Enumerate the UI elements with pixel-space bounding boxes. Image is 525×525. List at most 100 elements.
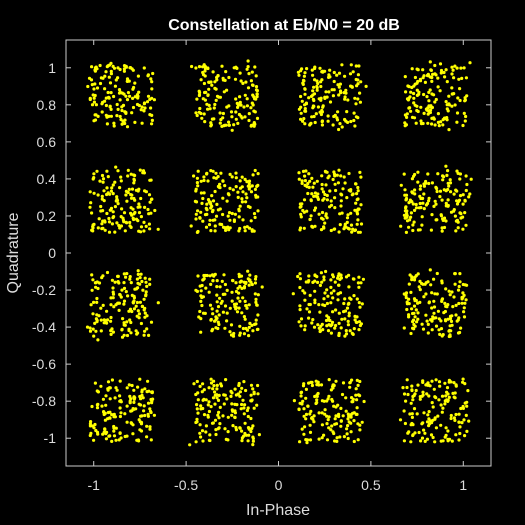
constellation-point [103, 87, 107, 91]
constellation-point [117, 88, 122, 92]
constellation-point [131, 432, 135, 436]
constellation-point [341, 187, 345, 191]
constellation-point [139, 422, 144, 426]
constellation-point [440, 229, 444, 233]
constellation-point [111, 286, 115, 290]
constellation-point [441, 118, 445, 122]
constellation-point [301, 399, 305, 403]
constellation-point [410, 67, 414, 71]
constellation-point [433, 199, 437, 203]
constellation-point [414, 202, 418, 207]
constellation-point [202, 175, 206, 179]
constellation-point [355, 378, 359, 382]
constellation-point [90, 288, 94, 292]
constellation-point [328, 75, 332, 79]
constellation-point [205, 202, 209, 206]
constellation-point [249, 79, 253, 83]
constellation-point [110, 278, 114, 282]
constellation-point [233, 415, 237, 420]
constellation-point [447, 334, 451, 339]
constellation-point [117, 438, 121, 442]
constellation-point [104, 437, 108, 441]
constellation-point [437, 328, 441, 332]
constellation-point [303, 87, 307, 91]
constellation-point [316, 280, 320, 284]
constellation-point [319, 98, 323, 102]
constellation-point [98, 63, 102, 68]
constellation-point [436, 85, 440, 89]
constellation-point [316, 192, 320, 196]
constellation-point [417, 206, 421, 210]
constellation-point [215, 396, 219, 400]
constellation-point [251, 424, 255, 428]
constellation-point [308, 293, 312, 297]
constellation-point [309, 409, 313, 413]
constellation-point [239, 79, 243, 83]
constellation-point [433, 395, 437, 399]
constellation-point [344, 329, 348, 333]
constellation-point [430, 116, 434, 120]
constellation-point [343, 95, 347, 99]
constellation-point [134, 407, 138, 411]
constellation-point [350, 230, 354, 234]
constellation-point [210, 83, 214, 87]
constellation-point [215, 279, 219, 283]
constellation-point [320, 411, 324, 415]
constellation-point [322, 225, 326, 229]
constellation-point [433, 100, 437, 104]
constellation-point [126, 190, 130, 195]
constellation-point [431, 435, 435, 440]
constellation-point [114, 386, 118, 390]
constellation-point [328, 100, 333, 104]
constellation-point [217, 322, 221, 327]
constellation-point [244, 80, 248, 84]
constellation-point [88, 97, 92, 102]
constellation-point [247, 283, 251, 287]
constellation-point [230, 211, 234, 216]
constellation-point [148, 178, 152, 182]
constellation-point [344, 409, 348, 413]
constellation-point [246, 439, 250, 443]
constellation-point [231, 278, 235, 283]
constellation-point [301, 289, 305, 293]
constellation-point [426, 322, 430, 326]
constellation-point [93, 82, 97, 86]
constellation-point [206, 403, 210, 407]
constellation-point [92, 191, 96, 195]
constellation-point [119, 175, 123, 179]
constellation-point [337, 414, 341, 419]
constellation-point [418, 397, 422, 401]
constellation-point [297, 107, 301, 111]
constellation-point [96, 286, 100, 291]
constellation-point [303, 107, 307, 111]
constellation-point [437, 124, 441, 128]
constellation-point [403, 188, 407, 192]
constellation-point [194, 66, 198, 70]
constellation-point [89, 303, 93, 307]
constellation-point [132, 395, 136, 399]
constellation-point [238, 226, 242, 231]
constellation-point [138, 377, 142, 381]
constellation-point [441, 406, 445, 410]
constellation-point [355, 406, 359, 410]
constellation-point [320, 423, 324, 427]
constellation-point [214, 87, 218, 91]
constellation-point [129, 409, 133, 413]
constellation-point [147, 389, 151, 393]
constellation-point [201, 406, 205, 411]
constellation-point [407, 313, 411, 317]
constellation-point [189, 224, 193, 228]
constellation-point [320, 322, 324, 326]
constellation-point [356, 438, 360, 442]
constellation-point [461, 404, 465, 409]
constellation-point [230, 115, 234, 119]
constellation-point [422, 111, 426, 115]
constellation-point [226, 438, 230, 442]
constellation-point [427, 199, 431, 203]
constellation-point [190, 64, 194, 69]
constellation-point [238, 71, 242, 75]
constellation-point [448, 314, 453, 318]
constellation-point [207, 400, 211, 404]
constellation-point [358, 91, 362, 95]
constellation-point [308, 438, 313, 442]
